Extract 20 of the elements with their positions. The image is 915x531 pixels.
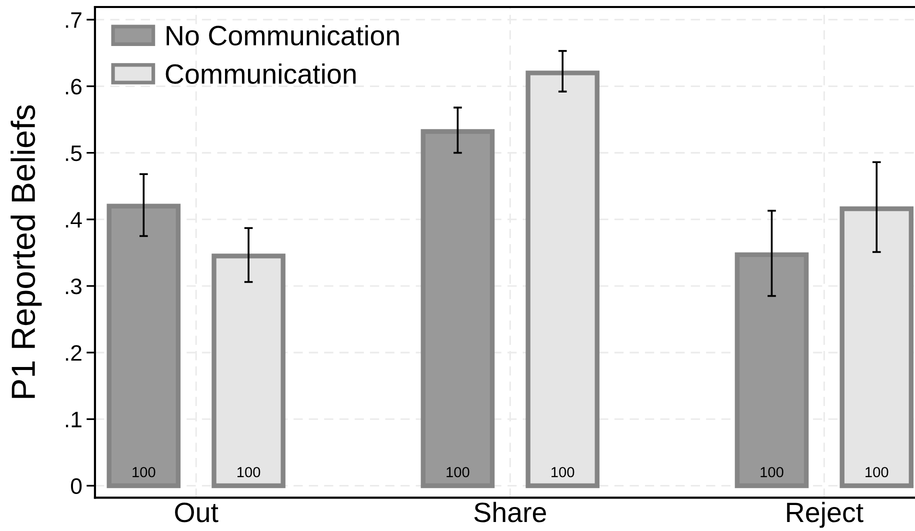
- x-tick-label: Reject: [787, 502, 864, 528]
- y-tick-label: .1: [66, 412, 82, 428]
- annotation: 100: [132, 466, 156, 478]
- annotation: 100: [760, 466, 784, 478]
- y-tick-label: .4: [66, 212, 82, 228]
- y-tick-label: .7: [66, 12, 82, 28]
- legend-label: No Communication: [166, 25, 399, 46]
- y-tick-label: 0: [70, 478, 82, 494]
- y-tick-label: .6: [66, 78, 82, 95]
- legend-label: Communication: [166, 63, 356, 84]
- annotation: 100: [866, 466, 888, 478]
- y-tick-label: .5: [66, 146, 82, 162]
- y-tick-label: .3: [66, 278, 82, 294]
- annotation: 100: [446, 466, 470, 478]
- annotation: 100: [552, 466, 574, 478]
- y-tick-label: .2: [66, 345, 82, 361]
- annotation: 100: [237, 466, 260, 478]
- x-tick-label: Share: [474, 502, 546, 522]
- x-tick-label: Out: [175, 502, 218, 522]
- y-axis-title: P1 Reported Beliefs: [10, 105, 42, 398]
